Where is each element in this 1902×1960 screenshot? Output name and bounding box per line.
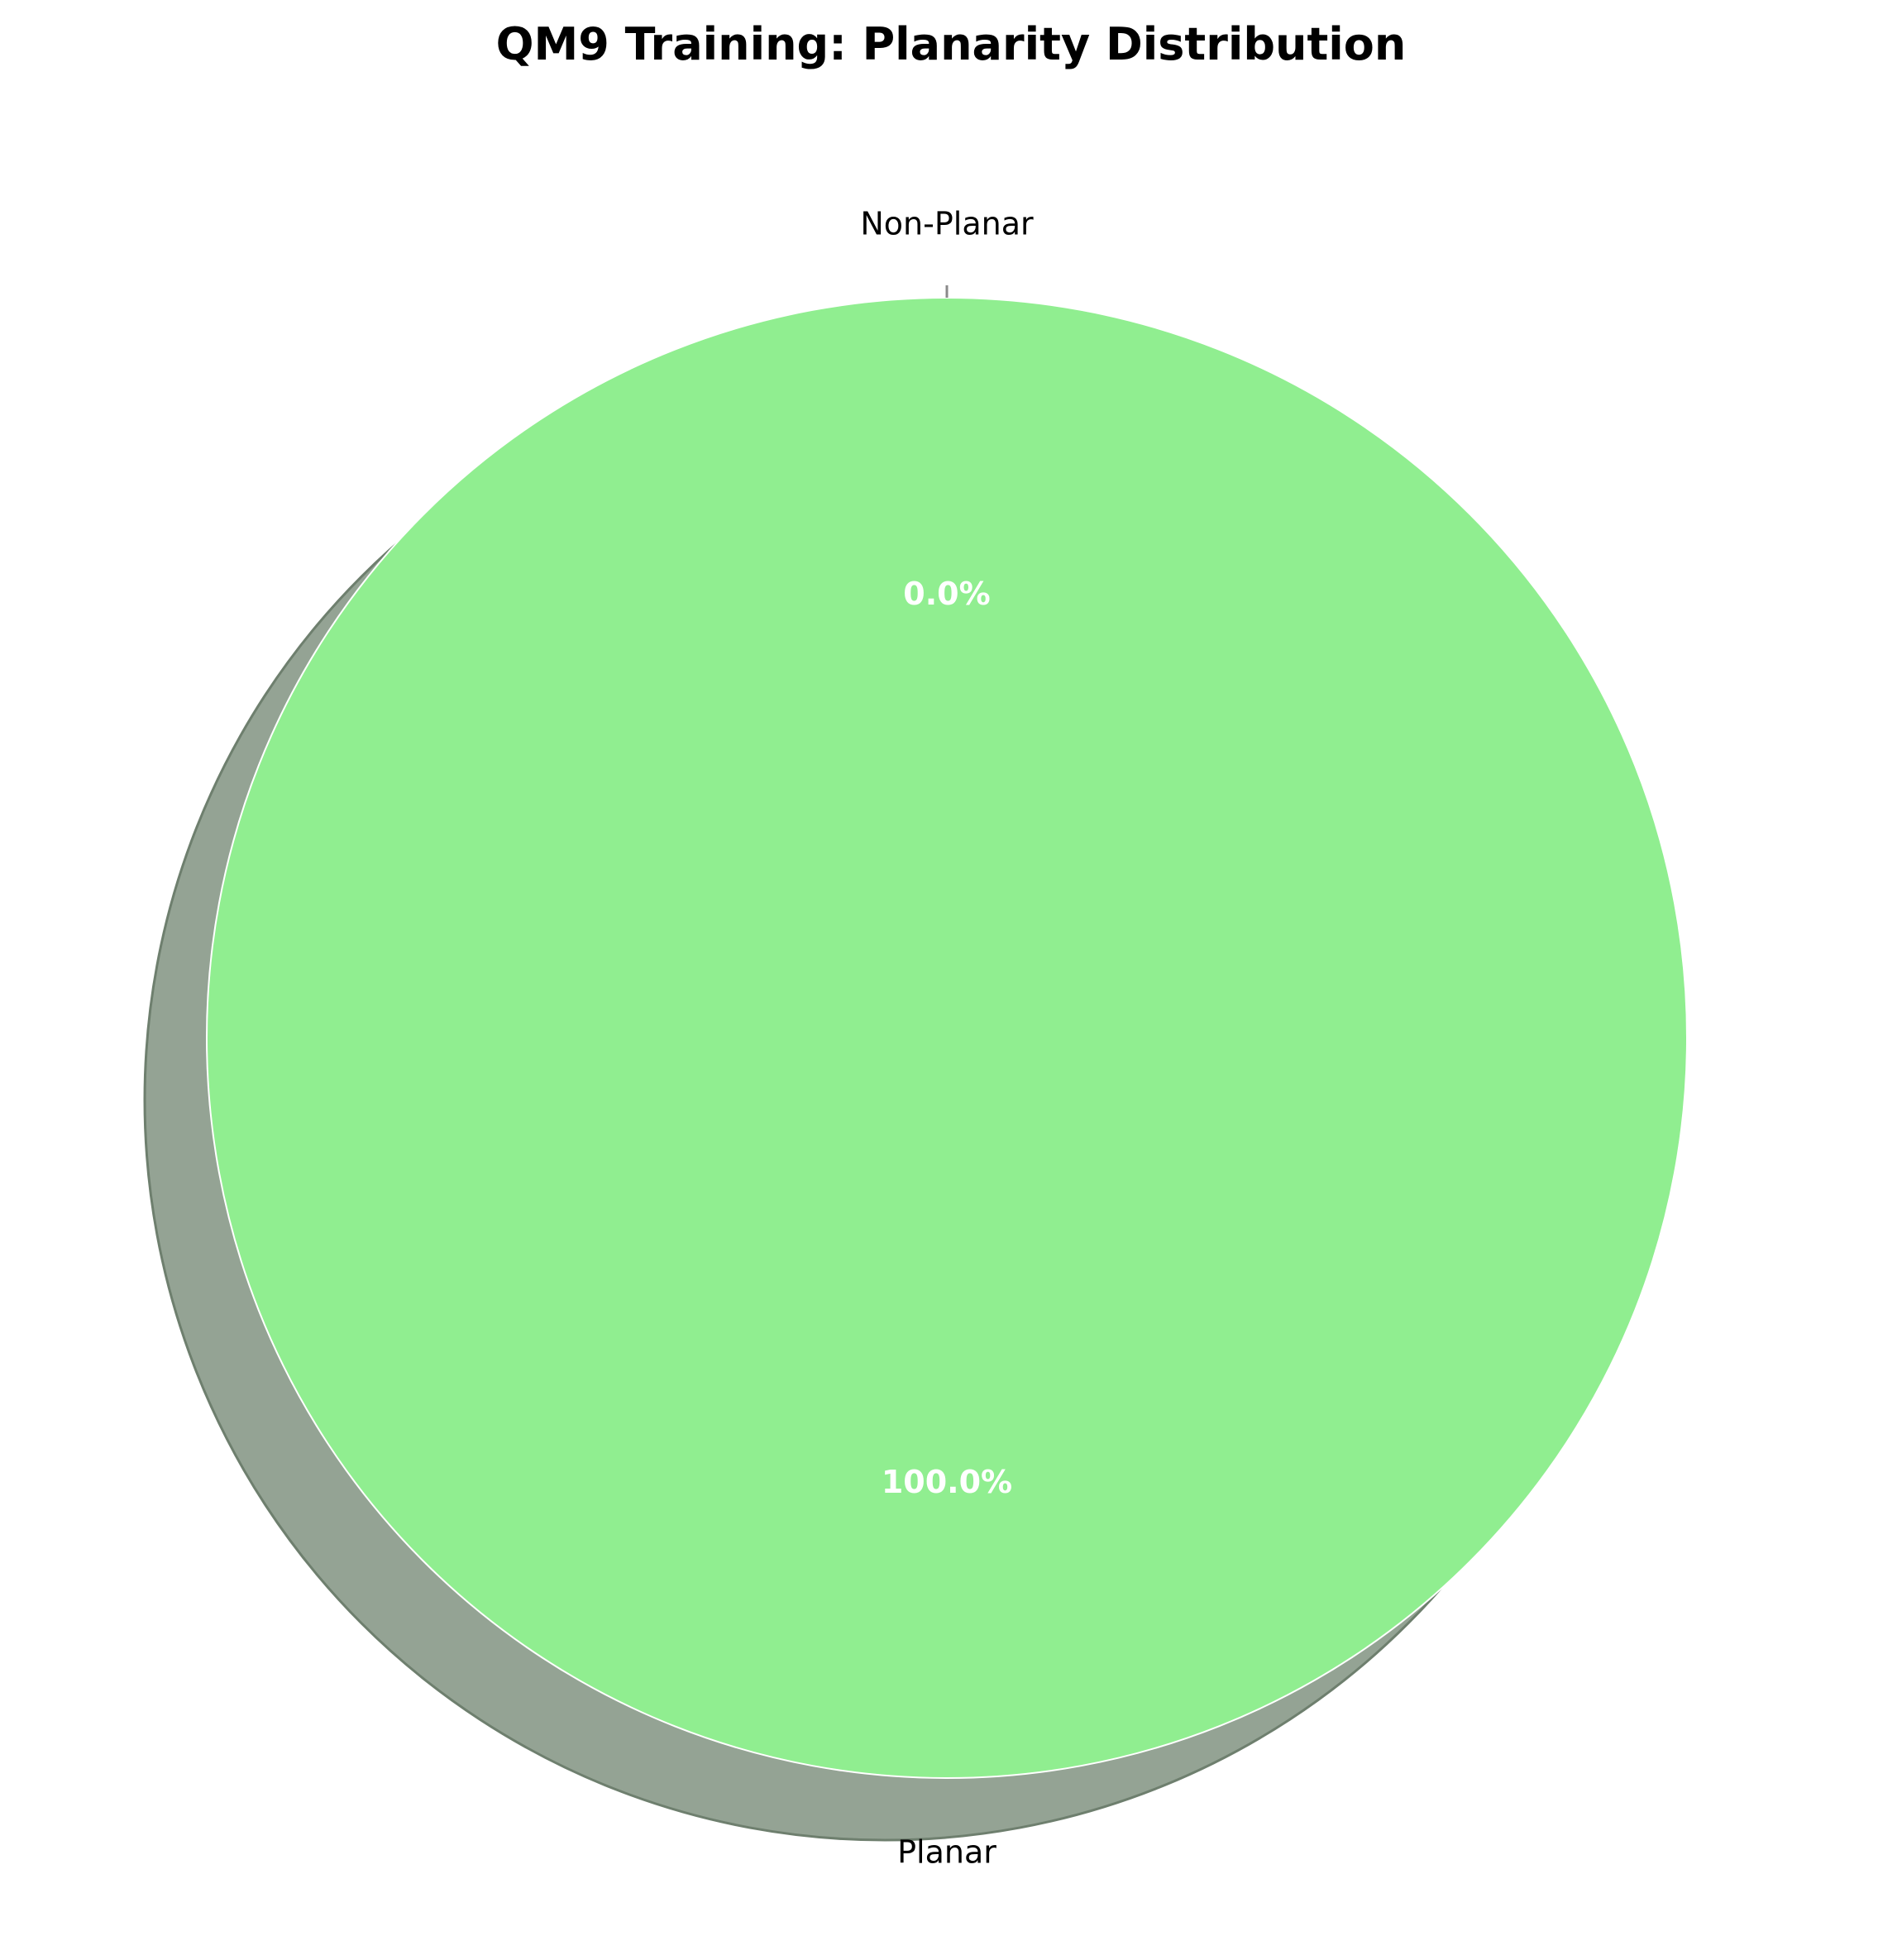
slice-label-planar: Planar bbox=[897, 1834, 996, 1871]
pie-labels: Planar 100.0% Non-Planar 0.0% bbox=[860, 206, 1034, 1871]
slice-percent-non-planar: 0.0% bbox=[903, 576, 990, 612]
pie-slice-planar bbox=[206, 297, 1688, 1779]
pie-slices bbox=[206, 285, 1688, 1779]
chart-title: QM9 Training: Planarity Distribution bbox=[496, 18, 1407, 70]
slice-label-non-planar: Non-Planar bbox=[860, 206, 1034, 242]
slice-percent-planar: 100.0% bbox=[882, 1464, 1012, 1500]
